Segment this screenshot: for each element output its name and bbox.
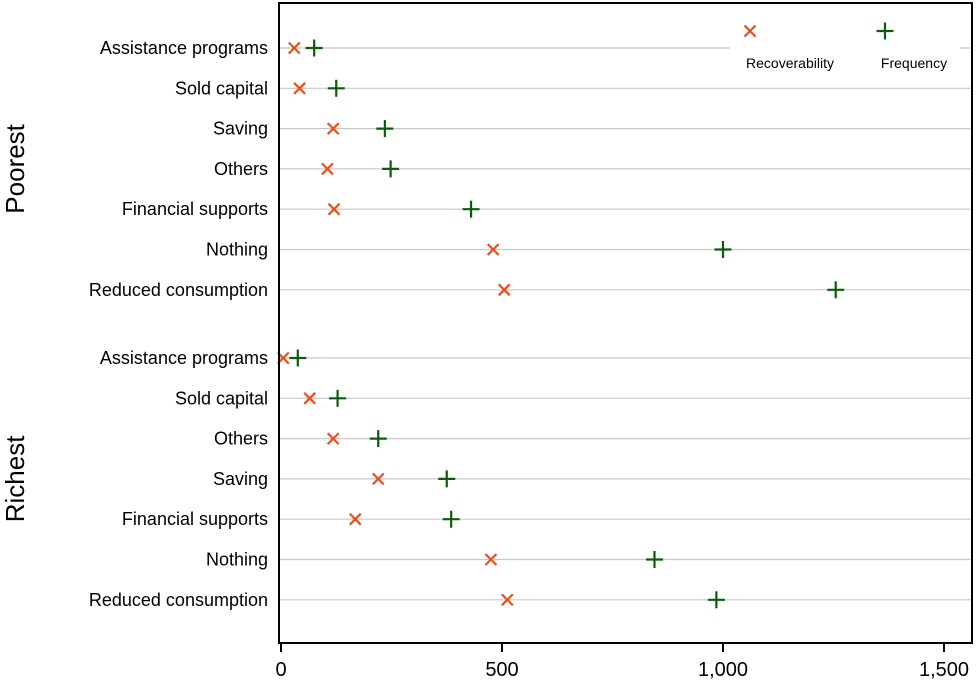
frequency-point-richest [329,389,347,407]
category-label-richest: Financial supports [122,509,268,529]
frequency-point-poorest [462,200,480,218]
category-label-poorest: Financial supports [122,199,268,219]
recoverability-point-poorest [287,41,301,55]
category-label-richest: Others [214,429,268,449]
recoverability-point-poorest [486,243,500,256]
frequency-point-richest [289,349,307,367]
plot-background [279,3,972,643]
category-label-poorest: Reduced consumption [89,280,268,300]
x-tick-label: 0 [275,659,286,681]
frequency-point-richest [707,591,725,609]
frequency-point-poorest [714,241,732,258]
frequency-point-poorest [305,39,323,57]
recoverability-point-poorest [321,162,334,176]
x-tick-label: 1,000 [698,659,748,681]
legend-recoverability-label: Recoverability [746,55,834,71]
category-label-richest: Reduced consumption [89,590,268,610]
recoverability-point-richest [326,432,340,445]
recoverability-point-poorest [326,122,340,135]
category-label-poorest: Saving [213,119,268,139]
recoverability-point-poorest [327,202,341,216]
category-label-poorest: Others [214,159,268,179]
category-label-poorest: Sold capital [175,78,268,98]
category-label-richest: Saving [213,469,268,489]
legend-frequency-label: Frequency [881,55,947,71]
recoverability-point-richest [484,553,498,566]
category-label-richest: Assistance programs [100,348,268,368]
frequency-point-poorest [382,160,400,178]
category-label-poorest: Assistance programs [100,38,268,58]
frequency-point-richest [438,470,456,488]
frequency-point-richest [442,510,460,528]
recoverability-point-poorest [293,82,306,95]
recoverability-point-richest [371,472,385,486]
category-label-richest: Sold capital [175,388,268,408]
group-label-poorest: Poorest [0,123,30,213]
category-label-poorest: Nothing [206,240,268,260]
legend-box [730,16,960,78]
frequency-point-poorest [327,79,345,97]
category-label-richest: Nothing [206,550,268,570]
frequency-point-poorest [376,120,394,138]
x-tick-label: 1,500 [919,659,969,681]
frequency-point-richest [369,430,387,448]
legend-recoverability-marker [743,24,757,38]
recoverability-point-poorest [497,283,511,297]
plot-frame [278,2,973,644]
x-tick-label: 500 [485,659,518,681]
recoverability-point-richest [303,392,317,405]
frequency-point-poorest [827,281,845,299]
frequency-point-richest [645,551,663,568]
legend: Recoverability Frequency [730,16,960,78]
recoverability-point-richest [348,512,362,526]
legend-frequency-marker [876,22,894,40]
recoverability-point-richest [501,593,514,607]
group-label-richest: Richest [0,435,30,522]
